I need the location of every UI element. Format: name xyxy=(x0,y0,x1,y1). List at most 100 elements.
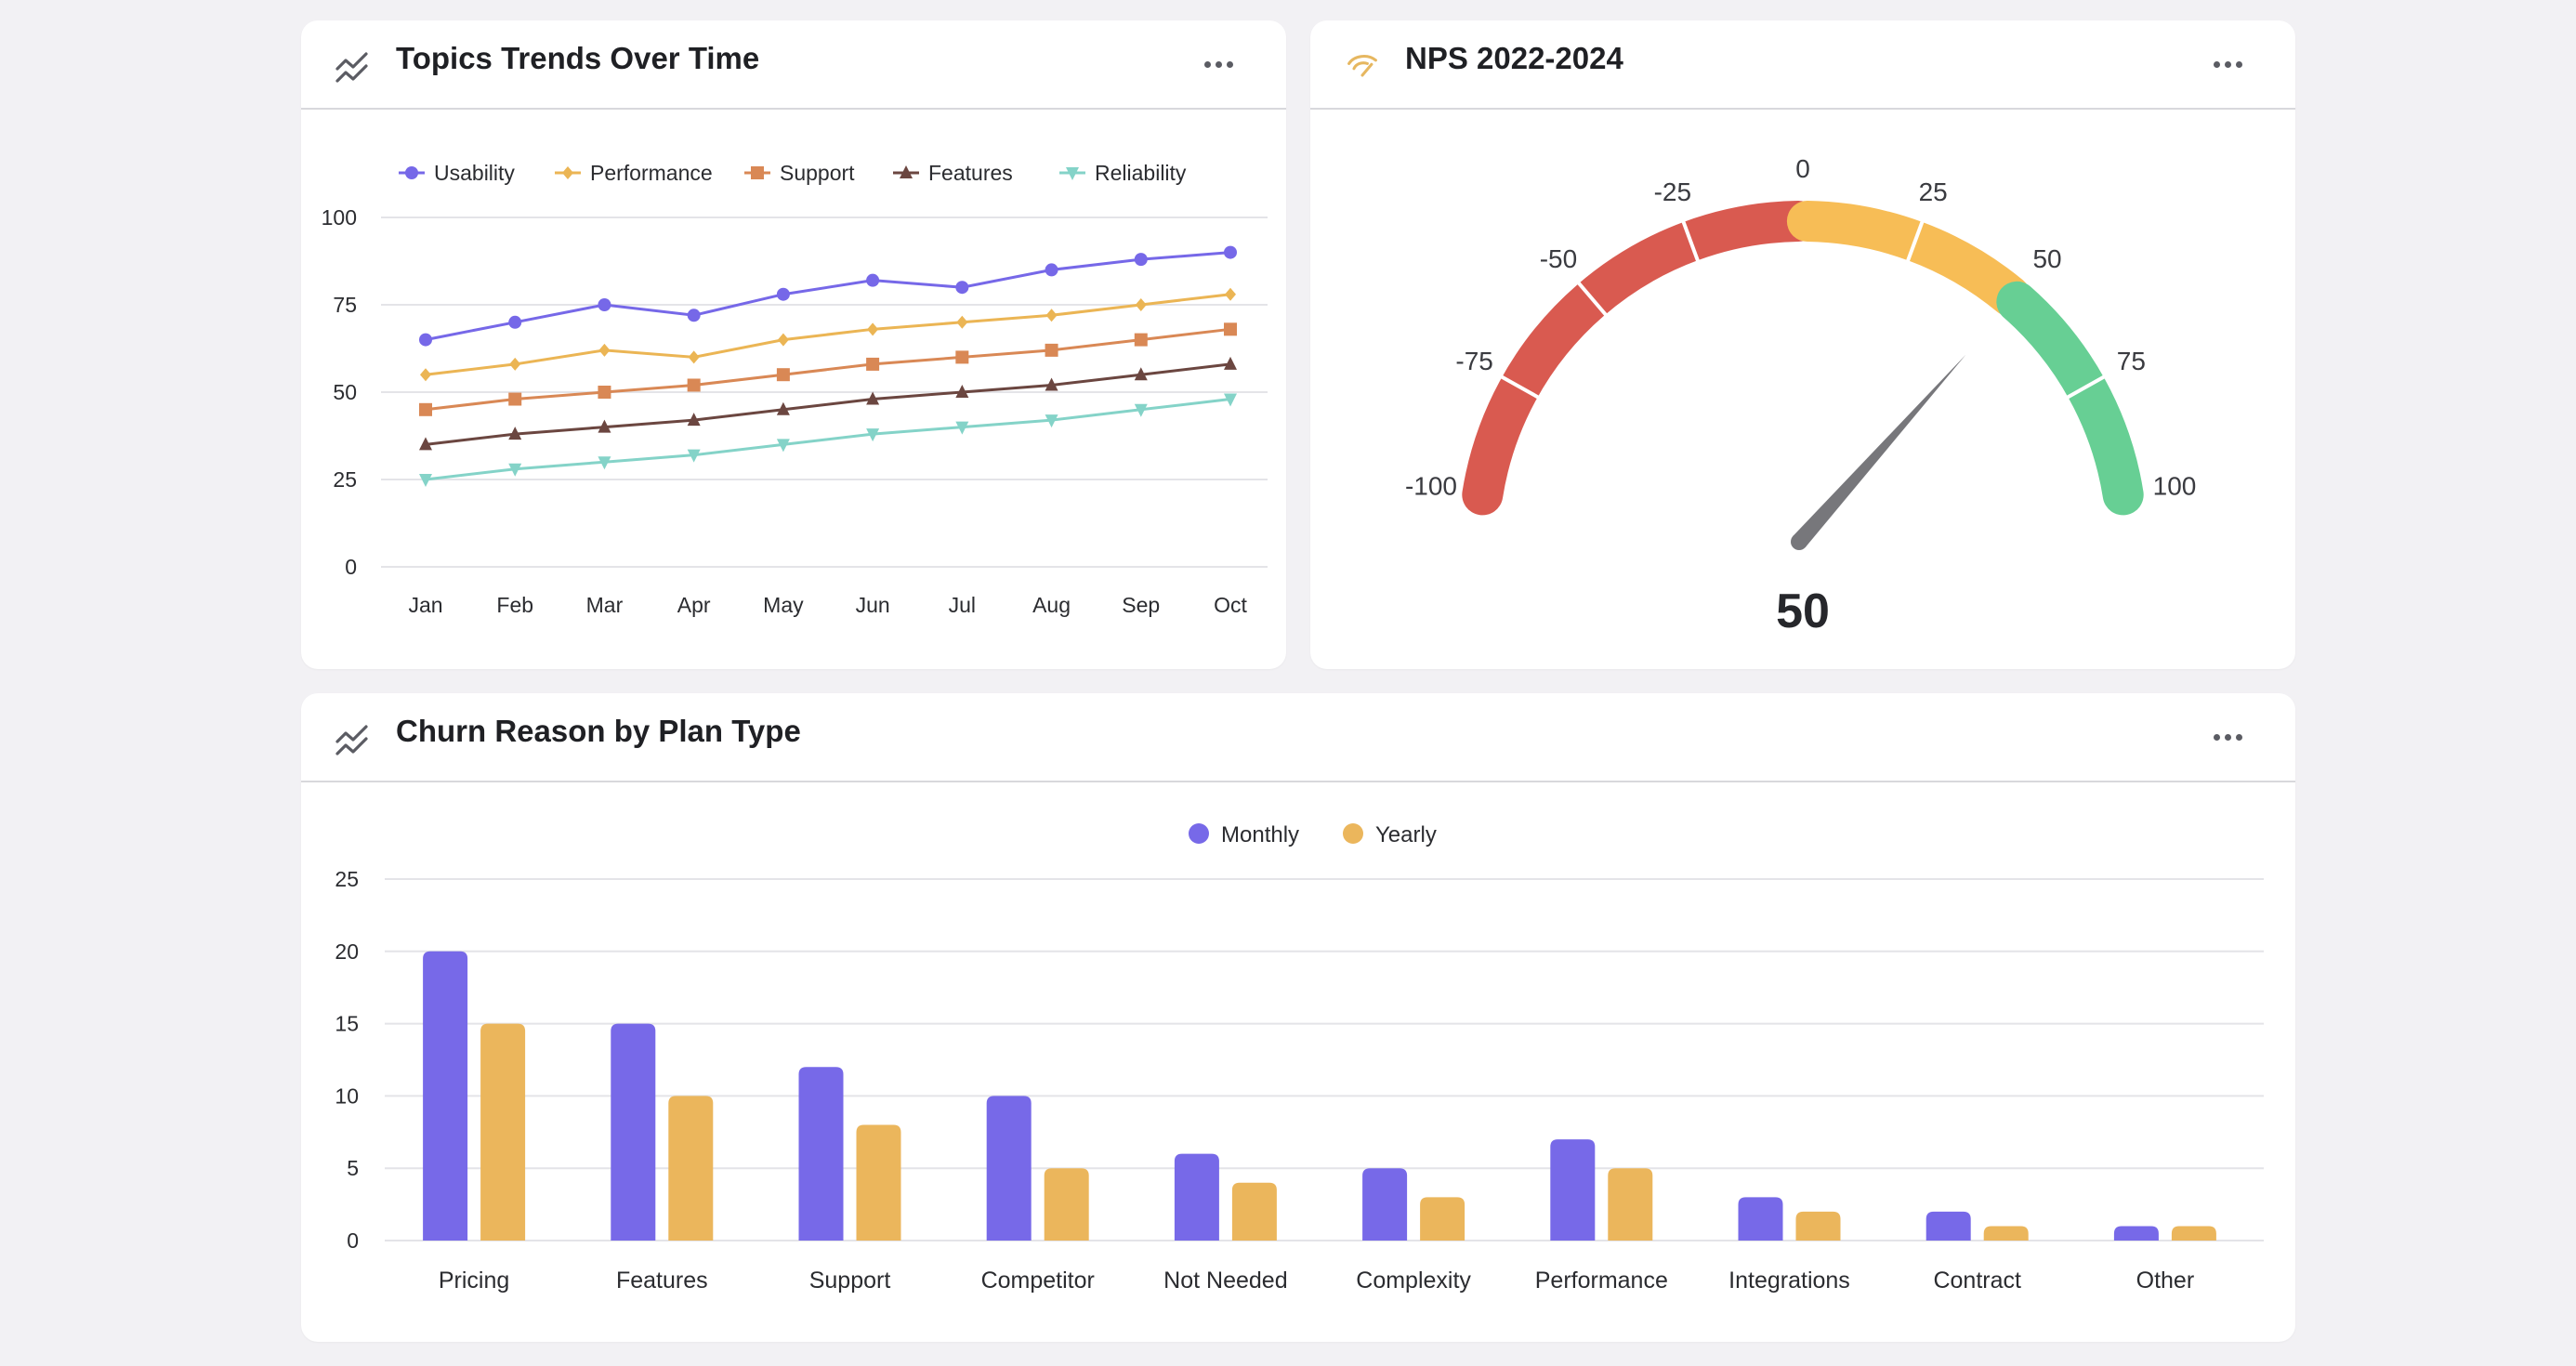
y-tick-label: 15 xyxy=(335,1012,359,1036)
data-point xyxy=(687,309,701,322)
data-point xyxy=(598,343,611,357)
gauge-icon xyxy=(1347,55,1377,77)
y-tick-label: 20 xyxy=(335,939,359,964)
data-point xyxy=(1224,245,1237,259)
legend-dot xyxy=(1343,823,1363,844)
data-point xyxy=(955,281,969,295)
data-point xyxy=(776,439,790,453)
gauge-needle xyxy=(1793,354,1966,547)
gauge-tick-label: -100 xyxy=(1405,472,1457,501)
gauge-band-green xyxy=(1996,281,2144,516)
x-tick-label: Feb xyxy=(496,593,533,617)
data-point xyxy=(508,463,522,477)
data-point xyxy=(687,413,701,427)
data-point xyxy=(420,368,431,382)
more-horizontal-icon[interactable] xyxy=(2206,716,2249,758)
legend-label: Performance xyxy=(590,161,713,185)
gauge-tick-label: 0 xyxy=(1795,154,1810,183)
data-point xyxy=(1225,287,1236,301)
bar-yearly xyxy=(480,1023,526,1241)
data-point xyxy=(956,315,968,329)
data-point xyxy=(419,437,432,451)
data-point xyxy=(1134,333,1148,347)
churn-card: Churn Reason by Plan Type 0 5 10 15 20 25 Pric… xyxy=(301,693,2295,1342)
bar-monthly xyxy=(423,951,468,1241)
card-header: NPS 2022-2024 xyxy=(1310,20,2295,110)
data-point xyxy=(776,287,790,301)
legend-item: Yearly xyxy=(1343,822,1437,847)
x-tick-label: Aug xyxy=(1032,593,1071,617)
data-point xyxy=(1135,298,1147,311)
x-tick-label: Sep xyxy=(1122,593,1160,617)
legend-item: Usability xyxy=(399,161,515,185)
legend-item: Monthly xyxy=(1189,822,1299,847)
gauge-needle-hub xyxy=(1791,533,1807,550)
card-title: Churn Reason by Plan Type xyxy=(396,714,801,748)
data-point xyxy=(405,166,418,179)
y-tick-label: 25 xyxy=(335,867,359,891)
x-tick-label: Complexity xyxy=(1356,1267,1471,1294)
legend-label: Monthly xyxy=(1221,822,1299,847)
data-point xyxy=(955,421,969,435)
y-tick-label: 75 xyxy=(333,293,357,317)
bar-yearly xyxy=(1983,1226,2029,1241)
data-point xyxy=(688,350,700,364)
gauge-tick-label: -50 xyxy=(1540,244,1577,273)
series-line xyxy=(425,362,1231,446)
gauge-tick-label: -75 xyxy=(1455,347,1492,375)
gauge-tick xyxy=(1905,219,1925,263)
data-point xyxy=(508,427,522,440)
series-line xyxy=(425,327,1231,412)
y-tick-label: 100 xyxy=(322,205,357,230)
series-line xyxy=(425,398,1231,481)
topics-line-chart: 0 25 50 75 100 Jan Feb Mar Apr May Jun Jul Aug Sep Oct… xyxy=(322,161,1268,617)
series-features xyxy=(419,356,1237,451)
data-point xyxy=(866,357,880,371)
data-point xyxy=(955,385,969,398)
data-point xyxy=(900,165,913,178)
bar-monthly xyxy=(1362,1168,1408,1241)
data-point xyxy=(508,315,522,329)
gauge-tick-label: 75 xyxy=(2117,347,2146,375)
gauge-tick xyxy=(1576,281,1609,318)
bar-yearly xyxy=(856,1124,901,1241)
legend-label: Usability xyxy=(434,161,515,185)
y-tick-label: 0 xyxy=(347,1228,359,1253)
bar-yearly xyxy=(1608,1168,1653,1241)
bar-monthly xyxy=(1738,1197,1783,1241)
data-point xyxy=(867,322,879,336)
topics-trends-card: Topics Trends Over Time 0 25 50 75 100 Jan Feb… xyxy=(301,20,1286,669)
data-point xyxy=(1134,403,1148,417)
x-tick-label: May xyxy=(763,593,804,617)
bar-monthly xyxy=(1550,1139,1596,1241)
more-horizontal-icon[interactable] xyxy=(1197,43,1240,85)
data-point xyxy=(1224,356,1237,370)
bar-yearly xyxy=(1795,1211,1841,1241)
bar-yearly xyxy=(1420,1197,1465,1241)
x-tick-label: Pricing xyxy=(439,1267,509,1294)
series-line xyxy=(425,251,1231,342)
x-tick-label: Other xyxy=(2136,1267,2195,1294)
data-point xyxy=(1134,367,1148,381)
card-title: NPS 2022-2024 xyxy=(1405,41,1623,75)
legend-label: Support xyxy=(780,161,855,185)
series-performance xyxy=(420,287,1236,382)
data-point xyxy=(1066,167,1079,180)
x-tick-label: Jun xyxy=(856,593,890,617)
trend-lines-icon xyxy=(335,725,368,755)
data-point xyxy=(1045,377,1058,391)
legend-label: Features xyxy=(928,161,1013,185)
nps-card: NPS 2022-2024 -100 -75 -50 -25 0 25 50 75 100 50 xyxy=(1310,20,2295,669)
card-header: Churn Reason by Plan Type xyxy=(301,693,2295,782)
more-horizontal-icon[interactable] xyxy=(2206,43,2249,85)
data-point xyxy=(1045,309,1058,322)
gauge-tick xyxy=(1681,219,1701,263)
data-point xyxy=(955,350,969,364)
bar-monthly xyxy=(1174,1153,1219,1241)
bar-monthly xyxy=(1925,1211,1971,1241)
data-point xyxy=(1224,322,1237,336)
bar-yearly xyxy=(1044,1168,1089,1241)
x-tick-label: Performance xyxy=(1535,1267,1668,1294)
x-tick-label: Apr xyxy=(677,593,711,617)
legend-item: Features xyxy=(893,161,1013,185)
